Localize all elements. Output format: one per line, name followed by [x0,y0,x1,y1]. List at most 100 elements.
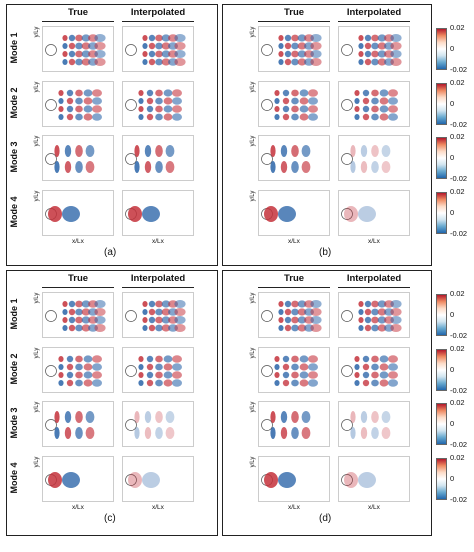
positive-mode-blob [388,370,398,379]
negative-mode-blob [142,43,148,49]
positive-mode-blob [83,96,93,105]
negative-mode-blob [299,370,309,379]
positive-mode-blob [274,89,280,96]
negative-mode-blob [146,89,154,96]
negative-mode-blob [148,316,156,324]
negative-mode-blob [83,370,93,379]
negative-mode-blob [377,34,387,42]
positive-mode-blob [278,35,284,41]
negative-mode-blob [284,34,292,42]
cylinder-outline [45,98,57,111]
negative-mode-blob [354,363,360,370]
negative-mode-blob [64,145,72,157]
negative-mode-blob [358,205,376,222]
negative-mode-blob [75,113,83,120]
positive-mode-blob [142,317,148,323]
cylinder-outline [341,98,353,111]
positive-mode-blob [58,371,64,378]
negative-mode-blob [360,145,368,157]
interpolated-mode-panel [122,189,194,236]
negative-mode-blob [350,161,356,173]
negative-mode-blob [308,112,318,121]
negative-mode-blob [388,96,398,105]
positive-mode-blob [297,58,307,66]
subfigure-label: (d) [319,512,332,524]
positive-mode-blob [297,42,307,50]
positive-mode-blob [280,161,288,173]
y-axis-label: y/Ly [250,135,256,147]
positive-mode-blob [282,363,290,370]
positive-mode-blob [291,34,299,42]
positive-mode-blob [284,308,292,316]
negative-mode-blob [354,97,360,104]
negative-mode-blob [278,471,296,488]
subfigure-4 [222,270,432,536]
cylinder-outline [341,310,353,322]
positive-mode-blob [155,355,163,362]
positive-mode-blob [299,112,309,121]
y-axis-label: y/Ly [34,26,40,38]
positive-mode-blob [75,50,83,58]
negative-mode-blob [291,42,299,50]
positive-mode-blob [360,161,368,173]
true-mode-panel [258,292,330,338]
positive-mode-blob [390,58,402,66]
cylinder-outline [341,44,353,56]
cylinder-outline [341,419,353,431]
header-rule [258,21,330,22]
negative-mode-blob [81,50,91,58]
cylinder-outline [45,153,57,165]
negative-mode-blob [364,34,372,42]
cylinder-outline [261,364,273,377]
positive-mode-blob [155,145,163,157]
negative-mode-blob [274,113,280,120]
colorbar [436,137,447,179]
colorbar [436,348,447,391]
positive-mode-blob [362,363,370,370]
positive-mode-blob [68,308,76,316]
positive-mode-blob [83,112,93,121]
negative-mode-blob [390,316,402,324]
colorbar-tick-mid: 0 [450,473,455,483]
negative-mode-blob [381,145,391,157]
true-mode-panel [42,80,114,127]
negative-mode-blob [155,308,163,316]
positive-mode-blob [377,42,387,50]
negative-mode-blob [282,355,290,362]
negative-mode-blob [388,378,398,387]
negative-mode-blob [390,300,402,308]
colorbar-tick-bottom: -0.02 [450,440,468,449]
true-mode-panel [42,401,114,447]
cylinder-outline [125,364,137,377]
true-mode-panel [42,135,114,181]
positive-mode-blob [377,58,387,66]
positive-mode-blob [299,378,309,387]
positive-mode-blob [48,471,62,488]
interpolated-mode-panel [122,135,194,181]
positive-mode-blob [54,145,60,157]
negative-mode-blob [284,300,292,308]
negative-mode-blob [371,58,379,66]
negative-mode-blob [270,161,276,173]
positive-mode-blob [75,355,83,362]
negative-mode-blob [75,97,83,104]
negative-mode-blob [274,97,280,104]
positive-mode-blob [163,378,173,387]
positive-mode-blob [291,371,299,378]
positive-mode-blob [350,145,356,157]
negative-mode-blob [388,362,398,371]
x-axis-label: x/Lx [72,503,84,511]
mode-label: Mode 2 [9,87,19,119]
negative-mode-blob [291,324,299,332]
negative-mode-blob [282,89,290,96]
positive-mode-blob [172,88,182,97]
positive-mode-blob [94,58,106,66]
x-axis-label: x/Lx [288,237,300,245]
negative-mode-blob [161,34,171,42]
positive-mode-blob [274,105,280,112]
positive-mode-blob [371,300,379,308]
negative-mode-blob [68,50,76,58]
positive-mode-blob [148,58,156,66]
interpolated-mode-panel [338,80,410,127]
negative-mode-blob [284,316,292,324]
